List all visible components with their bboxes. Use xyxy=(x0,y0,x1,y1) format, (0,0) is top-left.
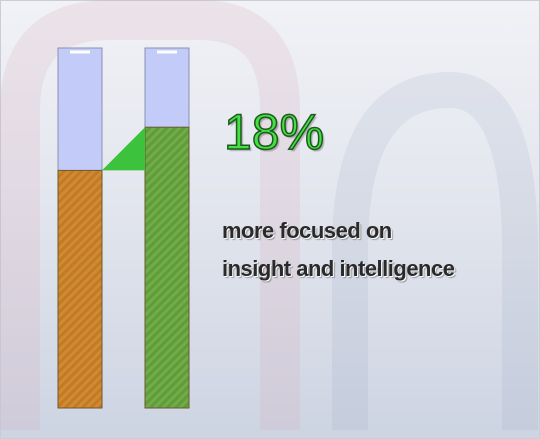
description: more focused on insight and intelligence xyxy=(222,218,455,281)
watermark xyxy=(0,0,300,430)
watermark xyxy=(332,71,538,430)
connector xyxy=(102,127,145,171)
bar-hatch xyxy=(57,169,103,409)
bar-hatch xyxy=(144,126,190,409)
headline: 18% xyxy=(223,103,325,161)
